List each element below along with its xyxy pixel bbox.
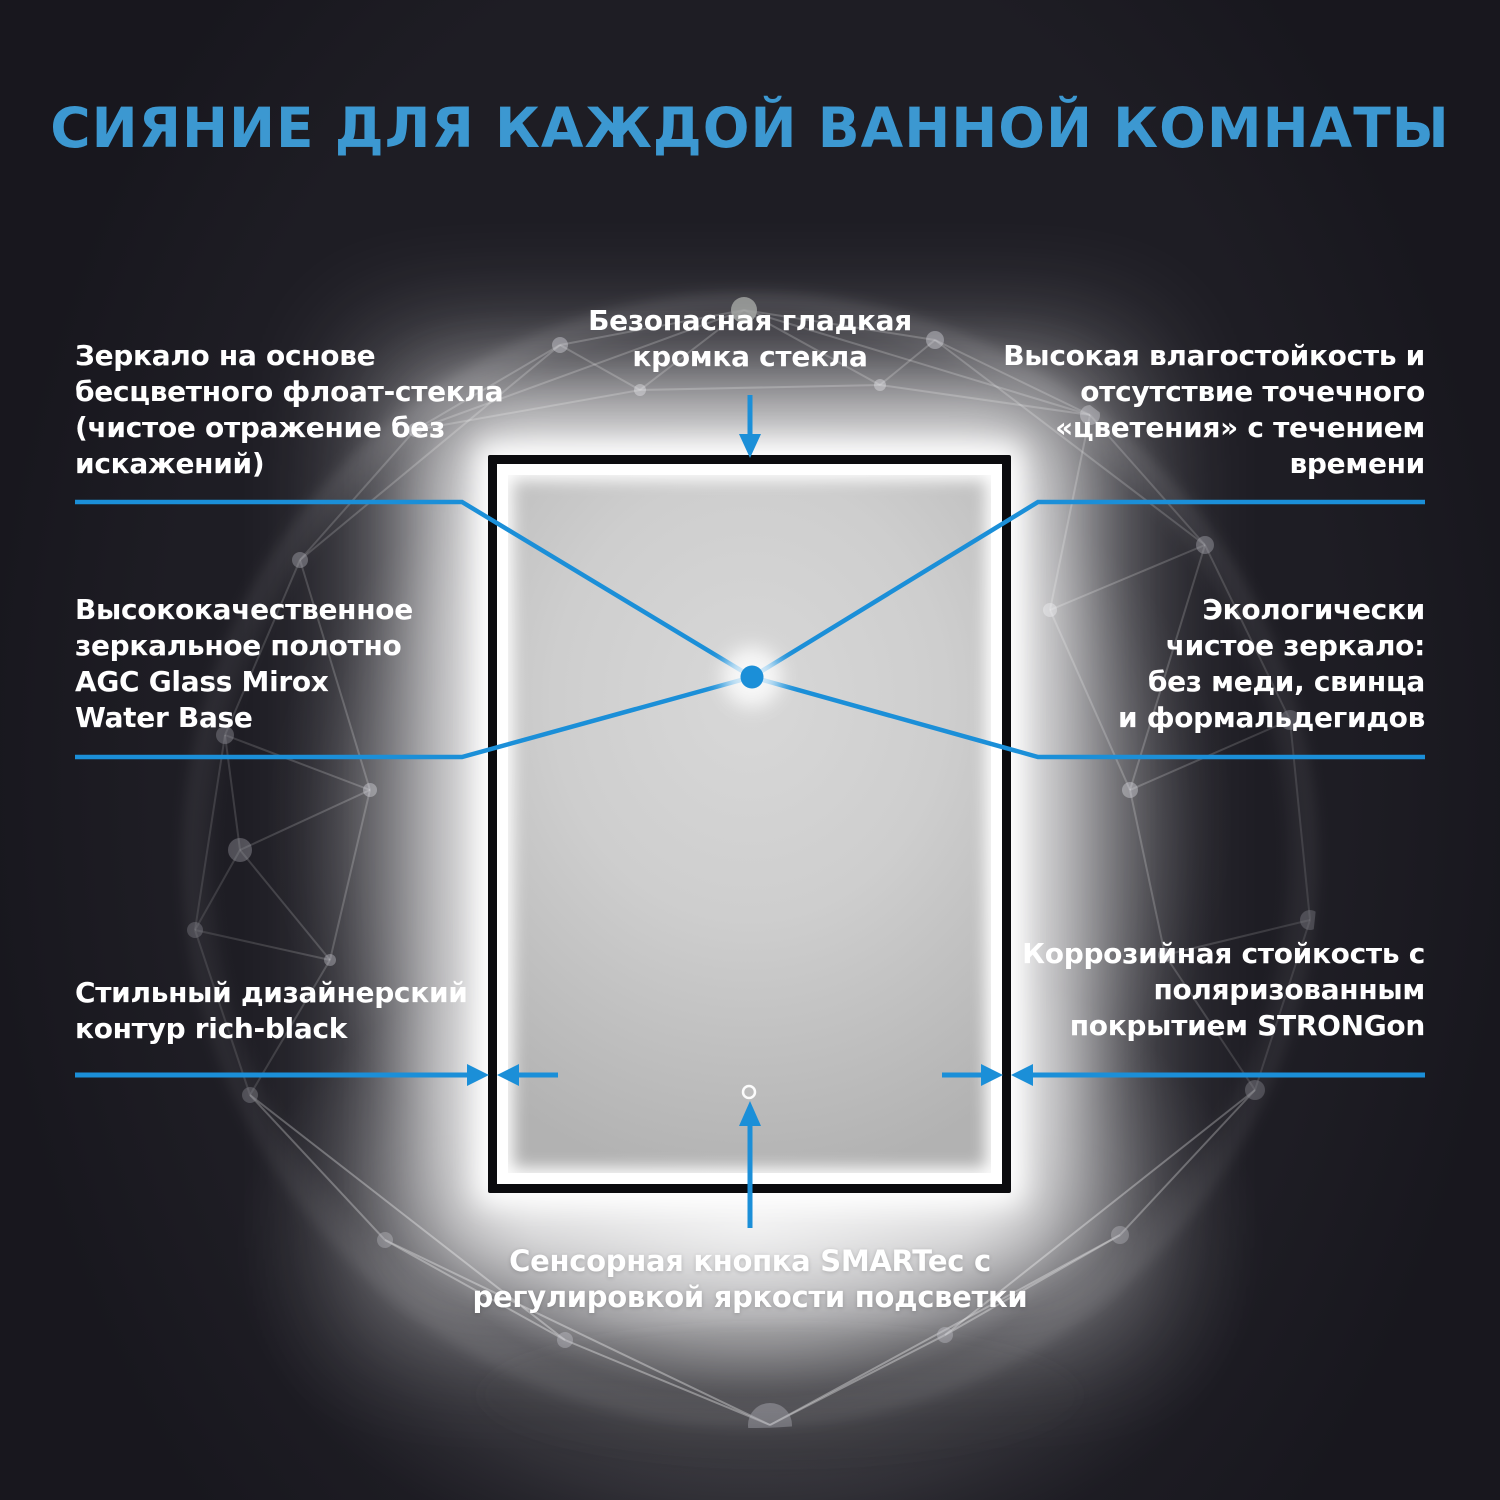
callout-eco-mirror: Экологически чистое зеркало: без меди, с… [1117,593,1425,734]
callout-strongon-coating: Коррозийная стойкость с поляризованным п… [1022,937,1425,1042]
mirror-product [488,455,1011,1193]
callout-agc-glass: Высококачественное зеркальное полотно AG… [75,593,413,734]
page-title: СИЯНИЕ ДЛЯ КАЖДОЙ ВАННОЙ КОМНАТЫ [50,96,1450,160]
mirror-led-band [497,464,1002,1184]
arrow-left-outer-head [467,1064,489,1086]
callout-smartec-button: Сенсорная кнопка SMARTec с регулировкой … [472,1244,1028,1314]
callout-rich-black-contour: Стильный дизайнерский контур rich-black [75,976,468,1045]
callout-safe-edge: Безопасная гладкая кромка стекла [588,304,912,373]
callout-moisture-resistance: Высокая влагостойкость и отсутствие точе… [1003,339,1425,480]
arrow-right-outer-head [1011,1064,1033,1086]
mirror-floor-shadow [480,1325,1080,1465]
callout-float-glass: Зеркало на основе бесцветного флоат-стек… [75,339,504,480]
mirror-glass-surface [508,475,991,1173]
